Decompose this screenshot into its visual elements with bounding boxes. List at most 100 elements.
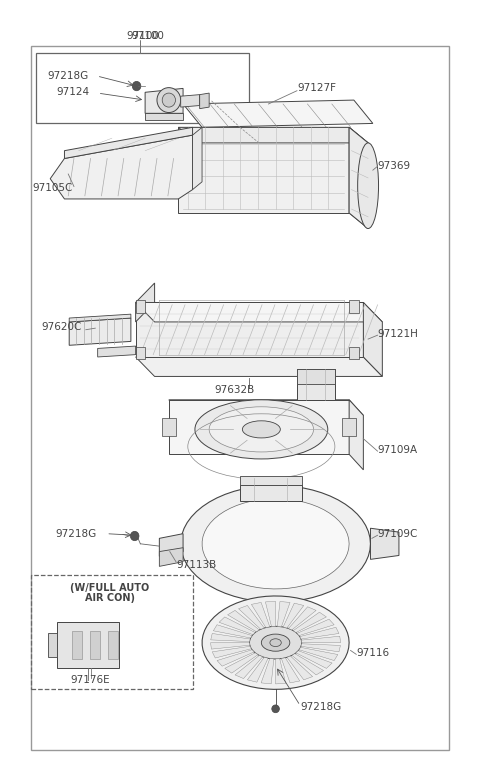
Text: 97100: 97100 xyxy=(126,31,159,42)
Text: 97632B: 97632B xyxy=(214,386,254,395)
Polygon shape xyxy=(301,636,341,643)
Bar xyxy=(36,53,250,123)
Polygon shape xyxy=(301,644,340,652)
Polygon shape xyxy=(276,659,286,684)
Polygon shape xyxy=(228,611,259,632)
Text: 97116: 97116 xyxy=(356,648,389,658)
Polygon shape xyxy=(239,605,264,630)
Polygon shape xyxy=(212,646,252,658)
Bar xyxy=(349,347,359,359)
Ellipse shape xyxy=(261,634,290,652)
Ellipse shape xyxy=(162,93,176,107)
Polygon shape xyxy=(145,114,183,119)
Ellipse shape xyxy=(195,400,328,459)
Polygon shape xyxy=(164,151,179,190)
Text: 97105C: 97105C xyxy=(33,183,73,193)
Polygon shape xyxy=(97,346,136,357)
Polygon shape xyxy=(296,651,332,669)
Bar xyxy=(108,631,118,659)
Ellipse shape xyxy=(250,626,301,659)
Text: (W/FULL AUTO: (W/FULL AUTO xyxy=(70,583,149,593)
Polygon shape xyxy=(225,653,258,673)
Polygon shape xyxy=(219,617,255,634)
Polygon shape xyxy=(192,127,202,190)
Ellipse shape xyxy=(242,421,280,438)
Polygon shape xyxy=(145,89,183,114)
Bar xyxy=(31,45,449,750)
Polygon shape xyxy=(217,650,254,666)
Bar xyxy=(162,418,176,437)
Polygon shape xyxy=(247,657,268,682)
Text: 97109C: 97109C xyxy=(378,528,418,539)
Polygon shape xyxy=(261,659,274,684)
Polygon shape xyxy=(159,534,183,557)
Polygon shape xyxy=(288,607,316,630)
Polygon shape xyxy=(202,596,349,689)
Bar xyxy=(136,300,145,313)
Text: AIR CON): AIR CON) xyxy=(84,593,134,603)
Polygon shape xyxy=(179,127,349,213)
Polygon shape xyxy=(283,603,304,628)
Text: 97100: 97100 xyxy=(131,31,164,42)
Polygon shape xyxy=(277,601,290,626)
Text: 97109A: 97109A xyxy=(378,445,418,455)
Polygon shape xyxy=(57,622,119,668)
Polygon shape xyxy=(200,93,209,109)
Ellipse shape xyxy=(131,532,139,541)
Polygon shape xyxy=(292,654,324,675)
Polygon shape xyxy=(136,357,383,376)
Text: 97218G: 97218G xyxy=(48,71,89,81)
Bar xyxy=(349,300,359,313)
Ellipse shape xyxy=(157,88,180,113)
Ellipse shape xyxy=(209,407,313,452)
Text: 97218G: 97218G xyxy=(301,702,342,713)
Polygon shape xyxy=(281,658,300,683)
Bar xyxy=(342,418,356,437)
Polygon shape xyxy=(349,400,363,470)
Polygon shape xyxy=(349,127,368,228)
Polygon shape xyxy=(252,602,270,627)
Polygon shape xyxy=(363,303,383,376)
Polygon shape xyxy=(349,127,368,228)
Text: 97218G: 97218G xyxy=(55,528,96,539)
Polygon shape xyxy=(211,633,250,641)
Polygon shape xyxy=(297,619,334,636)
Polygon shape xyxy=(159,548,183,566)
Polygon shape xyxy=(136,303,363,357)
Ellipse shape xyxy=(272,705,279,713)
Polygon shape xyxy=(50,135,192,199)
Bar xyxy=(72,631,82,659)
Polygon shape xyxy=(69,314,131,322)
Text: 97369: 97369 xyxy=(378,162,411,171)
Polygon shape xyxy=(297,368,335,400)
Polygon shape xyxy=(299,648,338,661)
Polygon shape xyxy=(183,100,373,127)
Polygon shape xyxy=(179,127,368,143)
Bar xyxy=(136,347,145,359)
Polygon shape xyxy=(265,601,276,626)
Polygon shape xyxy=(169,400,349,454)
Polygon shape xyxy=(202,499,349,589)
Text: 97176E: 97176E xyxy=(71,675,110,685)
Polygon shape xyxy=(213,625,252,638)
Polygon shape xyxy=(181,485,371,602)
Text: 97124: 97124 xyxy=(56,86,89,96)
Polygon shape xyxy=(371,528,399,559)
Text: 97127F: 97127F xyxy=(297,83,336,93)
Polygon shape xyxy=(240,485,301,501)
Polygon shape xyxy=(293,612,326,633)
Polygon shape xyxy=(180,95,200,107)
Polygon shape xyxy=(48,633,57,657)
Text: 97121H: 97121H xyxy=(378,328,419,339)
Bar xyxy=(90,631,100,659)
Polygon shape xyxy=(211,643,250,649)
Bar xyxy=(31,575,192,689)
Polygon shape xyxy=(297,368,335,384)
Ellipse shape xyxy=(358,143,379,228)
Polygon shape xyxy=(64,127,192,158)
Text: 97113B: 97113B xyxy=(176,560,216,570)
Ellipse shape xyxy=(132,82,141,91)
Polygon shape xyxy=(169,400,363,416)
Text: 97620C: 97620C xyxy=(42,321,82,332)
Polygon shape xyxy=(287,656,312,680)
